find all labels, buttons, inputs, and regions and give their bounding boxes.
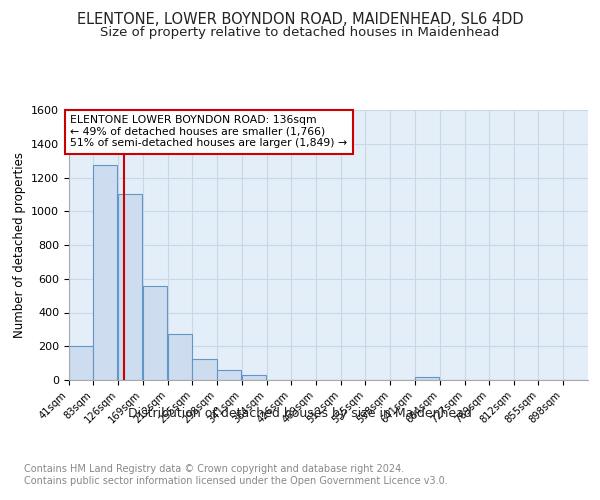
Bar <box>415 376 439 380</box>
Bar <box>118 194 142 380</box>
Bar <box>193 359 217 380</box>
Bar <box>143 286 167 380</box>
Text: Contains HM Land Registry data © Crown copyright and database right 2024.: Contains HM Land Registry data © Crown c… <box>24 464 404 474</box>
Bar <box>167 334 192 380</box>
Bar <box>69 346 93 380</box>
Bar <box>93 165 118 380</box>
Bar <box>242 375 266 380</box>
Text: Contains public sector information licensed under the Open Government Licence v3: Contains public sector information licen… <box>24 476 448 486</box>
Text: Distribution of detached houses by size in Maidenhead: Distribution of detached houses by size … <box>128 408 472 420</box>
Text: Size of property relative to detached houses in Maidenhead: Size of property relative to detached ho… <box>100 26 500 39</box>
Y-axis label: Number of detached properties: Number of detached properties <box>13 152 26 338</box>
Bar <box>217 370 241 380</box>
Text: ELENTONE, LOWER BOYNDON ROAD, MAIDENHEAD, SL6 4DD: ELENTONE, LOWER BOYNDON ROAD, MAIDENHEAD… <box>77 12 523 28</box>
Text: ELENTONE LOWER BOYNDON ROAD: 136sqm
← 49% of detached houses are smaller (1,766): ELENTONE LOWER BOYNDON ROAD: 136sqm ← 49… <box>70 115 347 148</box>
